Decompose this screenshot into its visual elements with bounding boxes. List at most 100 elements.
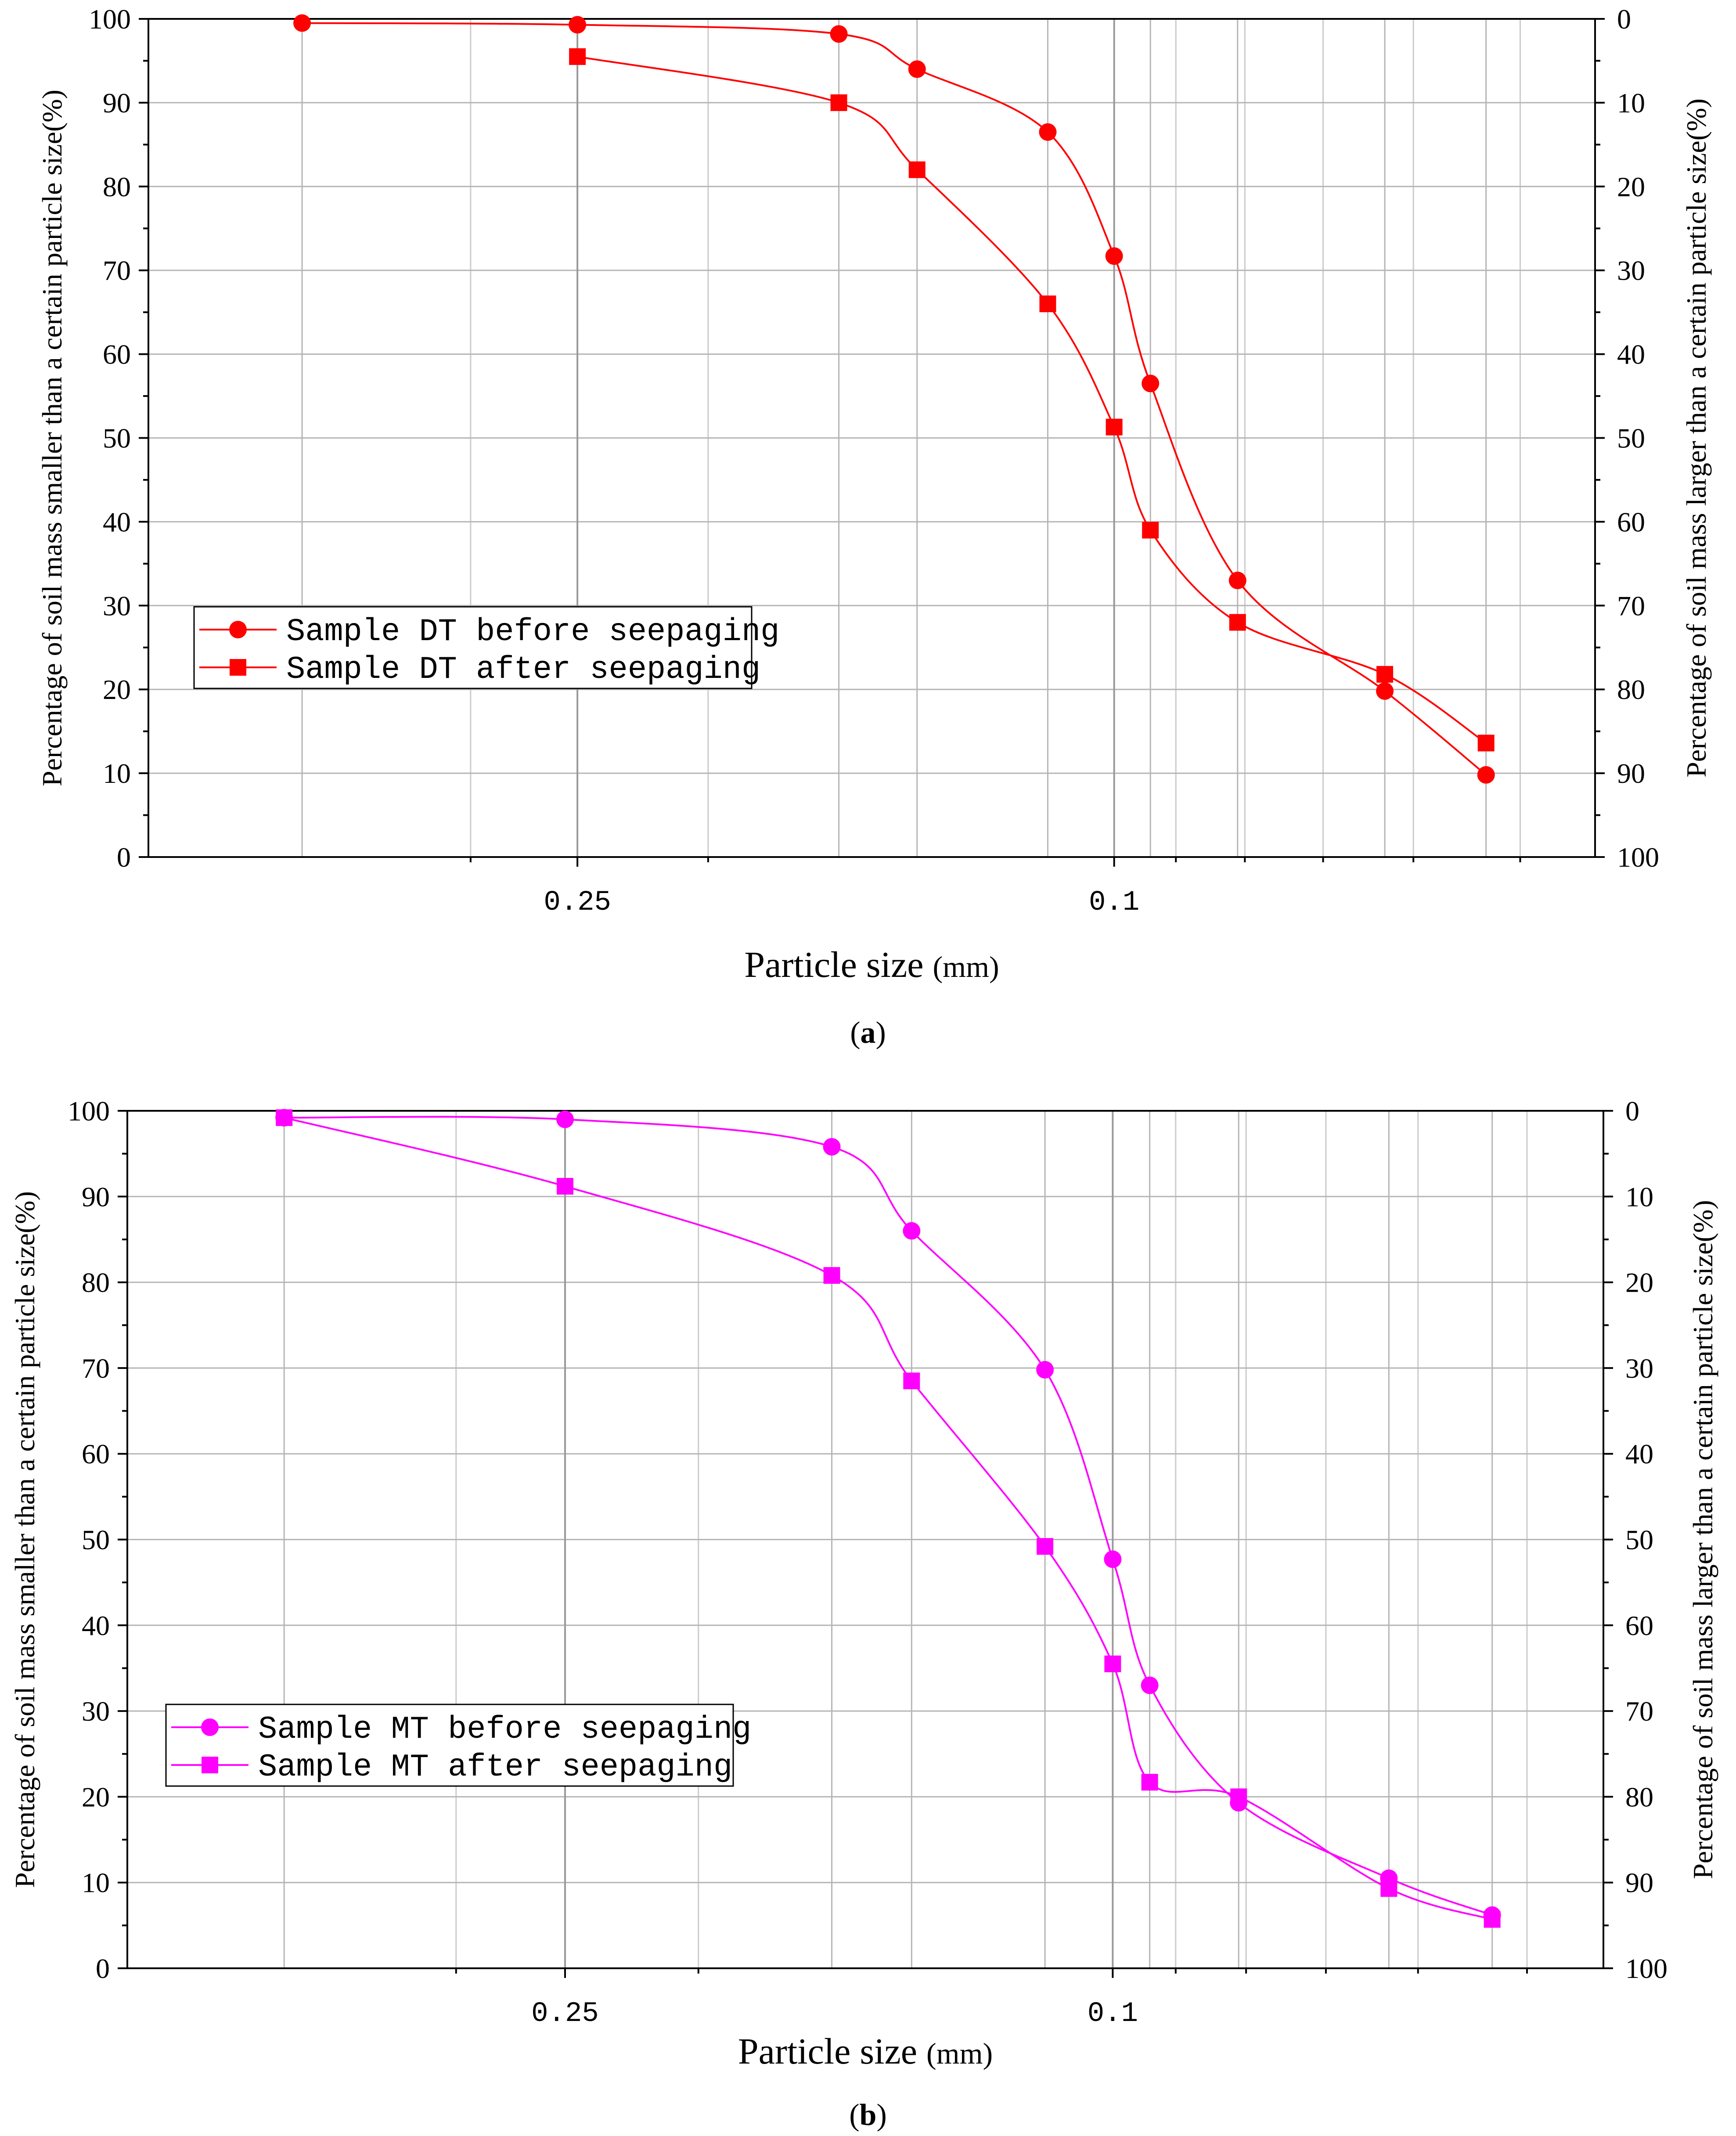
- legend-box: [165, 1704, 734, 1787]
- legend-label: Sample DT after seepaging: [286, 652, 760, 688]
- panel-label-open: (: [849, 2098, 859, 2132]
- data-point: [1039, 123, 1057, 141]
- x-tick-label: 0.1: [1089, 887, 1139, 919]
- grid-horizontal: [148, 102, 1595, 774]
- y-tick-label-right: 80: [1617, 674, 1645, 705]
- x-axis-title: Particle size (mm): [744, 944, 999, 985]
- data-point: [903, 1372, 920, 1390]
- series-line: [302, 22, 1487, 776]
- y-tick-label-left: 70: [82, 1353, 110, 1384]
- data-point: [1229, 614, 1246, 631]
- series-after: [276, 1109, 1501, 1928]
- grid-vertical: [283, 1111, 1528, 1968]
- y-tick-label-right: 10: [1617, 87, 1645, 119]
- panel-label-letter: a: [861, 1016, 876, 1050]
- data-point: [1141, 1676, 1159, 1694]
- panel-label: (a): [850, 1016, 886, 1050]
- y-tick-label-left: 40: [103, 506, 131, 537]
- y-tick-label-left: 10: [82, 1867, 110, 1898]
- data-point: [1141, 1774, 1158, 1791]
- data-point: [823, 1267, 840, 1284]
- legend-label: Sample MT before seepaging: [258, 1711, 751, 1747]
- series-after: [569, 48, 1495, 752]
- x-axis: 0.25 0.1: [469, 857, 1521, 919]
- y-tick-label-right: 60: [1625, 1610, 1653, 1641]
- data-point: [556, 1178, 573, 1195]
- chart-panel-b: 0102030405060708090100100908070605040302…: [9, 1095, 1718, 2132]
- x-tick-label: 0.25: [531, 1998, 599, 2030]
- y-tick-label-left: 80: [103, 171, 131, 202]
- data-point: [908, 60, 926, 78]
- series-line: [284, 1116, 1493, 1916]
- data-point: [1376, 682, 1394, 700]
- data-point: [1142, 375, 1160, 393]
- panel-label: (b): [849, 2098, 887, 2132]
- data-point: [293, 14, 311, 32]
- y-tick-label-left: 0: [117, 842, 131, 873]
- data-point: [1376, 666, 1394, 683]
- data-point: [908, 161, 926, 178]
- panel-label-open: (: [850, 1016, 860, 1050]
- y-tick-label-left: 30: [82, 1696, 110, 1727]
- panel-label-letter: b: [860, 2098, 877, 2132]
- data-point: [1039, 295, 1056, 313]
- y-tick-label-right: 0: [1617, 4, 1631, 35]
- data-point: [1036, 1361, 1054, 1379]
- y-tick-label-left: 50: [103, 423, 131, 454]
- y-tick-label-right: 20: [1625, 1267, 1653, 1298]
- data-point: [569, 16, 587, 34]
- y-tick-label-right: 0: [1625, 1095, 1639, 1127]
- y-tick-label-left: 90: [103, 87, 131, 119]
- y-tick-label-left: 70: [103, 255, 131, 286]
- data-point: [903, 1222, 921, 1240]
- y-tick-label-right: 100: [1617, 842, 1659, 873]
- legend-marker: [202, 1757, 218, 1773]
- y-tick-label-left: 80: [82, 1267, 110, 1298]
- data-point: [1104, 1655, 1121, 1672]
- data-point: [830, 94, 847, 111]
- legend-marker: [230, 659, 246, 676]
- y-tick-label-right: 20: [1617, 171, 1645, 202]
- y-axis-title-right: Percentage of soil mass larger than a ce…: [1681, 98, 1712, 778]
- data-point: [1105, 247, 1123, 265]
- y-tick-label-left: 20: [103, 674, 131, 705]
- x-tick-label: 0.25: [544, 887, 611, 919]
- y-tick-label-left: 0: [96, 1953, 110, 1984]
- y-tick-label-left: 50: [82, 1524, 110, 1556]
- data-point: [1477, 735, 1495, 752]
- data-point: [276, 1109, 293, 1126]
- y-axis-title-left: Percentage of soil mass smaller than a c…: [9, 1191, 40, 1888]
- data-point: [1477, 766, 1495, 784]
- series-line: [284, 1117, 1493, 1920]
- y-tick-label-left: 30: [103, 590, 131, 621]
- panel-label-close: ): [876, 1016, 886, 1050]
- y-tick-label-right: 50: [1617, 423, 1645, 454]
- legend-marker: [201, 1718, 219, 1736]
- y-tick-label-right: 30: [1625, 1353, 1653, 1384]
- y-tick-label-left: 60: [103, 339, 131, 370]
- x-axis-unit: (mm): [926, 2037, 993, 2070]
- x-axis-title-text: Particle size: [744, 944, 933, 985]
- data-point: [556, 1110, 574, 1128]
- legend-label: Sample MT after seepaging: [258, 1749, 732, 1785]
- y-tick-label-right: 100: [1625, 1953, 1668, 1984]
- y-tick-label-right: 40: [1617, 339, 1645, 370]
- data-point: [823, 1138, 841, 1156]
- y-tick-label-left: 90: [82, 1181, 110, 1212]
- y-tick-label-right: 90: [1617, 758, 1645, 789]
- y-axis-title-right: Percentage of soil mass larger than a ce…: [1687, 1200, 1718, 1879]
- y-axis-left: 0 10 20 30 40 50 60 70 80 90 100: [89, 4, 148, 873]
- data-point: [1380, 1880, 1397, 1897]
- data-point: [830, 25, 848, 43]
- data-point: [1037, 1538, 1054, 1555]
- x-axis-unit: (mm): [933, 950, 999, 983]
- data-point: [1228, 572, 1246, 590]
- y-tick-label-right: 90: [1625, 1867, 1653, 1898]
- data-point: [1484, 1911, 1501, 1928]
- y-tick-label-left: 40: [82, 1610, 110, 1641]
- y-tick-label-left: 60: [82, 1438, 110, 1470]
- x-axis: 0.25 0.1: [455, 1968, 1528, 2030]
- y-tick-label-right: 70: [1617, 590, 1645, 621]
